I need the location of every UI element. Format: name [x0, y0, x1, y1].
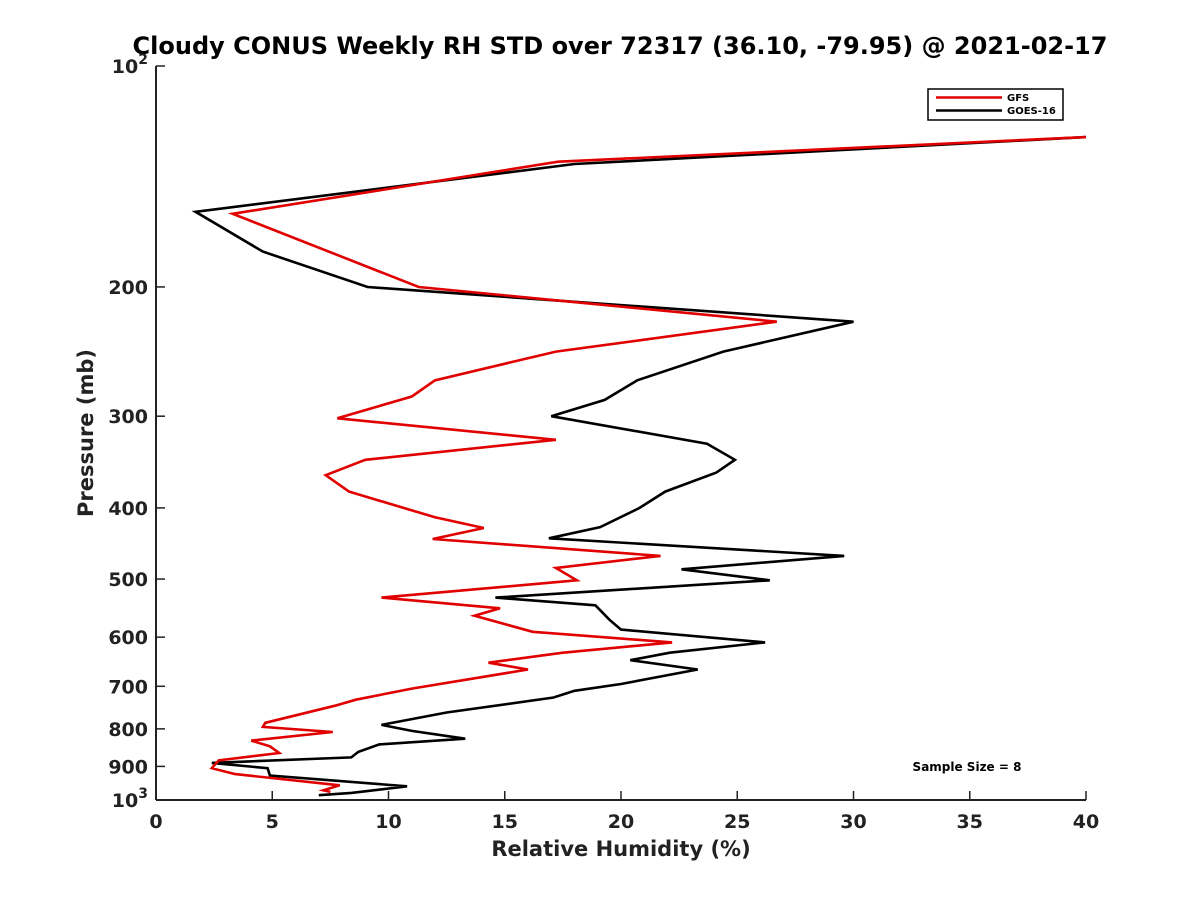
y-tick-base: 10: [112, 56, 138, 78]
x-axis-label: Relative Humidity (%): [491, 837, 750, 861]
y-tick-label: 103: [112, 786, 148, 812]
x-tick-label: 5: [266, 811, 279, 833]
y-tick-exponent: 3: [138, 786, 148, 802]
y-tick-label: 300: [108, 406, 148, 428]
legend: GFS GOES-16: [927, 88, 1064, 121]
legend-box: [927, 88, 1064, 121]
y-tick-label: 400: [108, 498, 148, 520]
x-tick-label: 0: [149, 811, 162, 833]
series-line-goes16: [191, 135, 1087, 797]
chart-title: Cloudy CONUS Weekly RH STD over 72317 (3…: [133, 32, 1108, 60]
y-tick-label: 800: [108, 719, 148, 741]
plot-area: 0 5 10 15 20 25 30 35 40 10220030040050060070080…: [108, 52, 1099, 833]
y-tick-label: 102: [112, 52, 148, 78]
x-tick-label: 25: [724, 811, 750, 833]
series-line-gfs: [209, 135, 1087, 794]
x-tick-label: 15: [492, 811, 518, 833]
y-tick-label: 700: [108, 676, 148, 698]
legend-label-gfs: GFS: [1007, 93, 1029, 104]
x-ticks: 0 5 10 15 20 25 30 35 40: [149, 791, 1099, 833]
y-tick-exponent: 2: [138, 52, 148, 68]
y-tick-label: 900: [108, 756, 148, 778]
y-axis-label: Pressure (mb): [74, 349, 98, 517]
legend-label-goes16: GOES-16: [1007, 106, 1056, 117]
x-tick-label: 10: [375, 811, 401, 833]
y-tick-label: 600: [108, 627, 148, 649]
x-tick-label: 20: [608, 811, 634, 833]
x-tick-label: 35: [957, 811, 983, 833]
sample-size-annotation: Sample Size = 8: [913, 760, 1022, 774]
y-tick-base: 10: [112, 790, 138, 812]
x-tick-label: 30: [840, 811, 866, 833]
y-tick-label: 500: [108, 569, 148, 591]
x-tick-label: 40: [1073, 811, 1099, 833]
y-tick-label: 200: [108, 277, 148, 299]
series-layer: [191, 135, 1087, 797]
